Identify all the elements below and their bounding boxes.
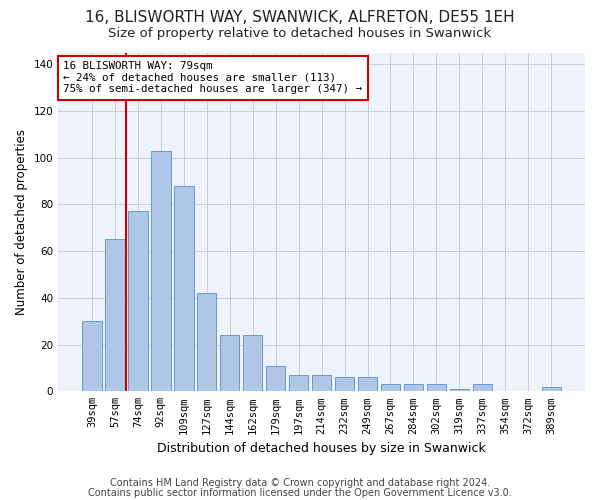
Bar: [266, 366, 286, 392]
Bar: [105, 240, 125, 392]
Text: 16, BLISWORTH WAY, SWANWICK, ALFRETON, DE55 1EH: 16, BLISWORTH WAY, SWANWICK, ALFRETON, D…: [85, 10, 515, 25]
Text: Contains public sector information licensed under the Open Government Licence v3: Contains public sector information licen…: [88, 488, 512, 498]
Bar: [220, 335, 239, 392]
Bar: [174, 186, 194, 392]
Bar: [473, 384, 492, 392]
Text: Contains HM Land Registry data © Crown copyright and database right 2024.: Contains HM Land Registry data © Crown c…: [110, 478, 490, 488]
Bar: [358, 378, 377, 392]
Bar: [427, 384, 446, 392]
Bar: [542, 386, 561, 392]
Bar: [197, 293, 217, 392]
Bar: [312, 375, 331, 392]
Bar: [151, 150, 170, 392]
Text: 16 BLISWORTH WAY: 79sqm
← 24% of detached houses are smaller (113)
75% of semi-d: 16 BLISWORTH WAY: 79sqm ← 24% of detache…: [64, 61, 362, 94]
X-axis label: Distribution of detached houses by size in Swanwick: Distribution of detached houses by size …: [157, 442, 486, 455]
Bar: [128, 212, 148, 392]
Bar: [335, 378, 355, 392]
Bar: [404, 384, 423, 392]
Bar: [449, 389, 469, 392]
Bar: [82, 321, 101, 392]
Bar: [381, 384, 400, 392]
Y-axis label: Number of detached properties: Number of detached properties: [15, 129, 28, 315]
Text: Size of property relative to detached houses in Swanwick: Size of property relative to detached ho…: [109, 28, 491, 40]
Bar: [289, 375, 308, 392]
Bar: [243, 335, 262, 392]
